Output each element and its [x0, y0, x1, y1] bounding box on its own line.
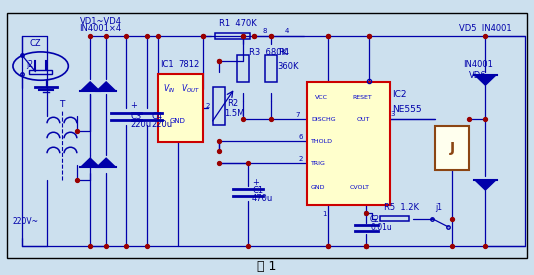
- Text: +: +: [252, 178, 259, 186]
- Text: J: J: [450, 141, 454, 155]
- Text: GND: GND: [169, 117, 185, 123]
- Text: 1.5M: 1.5M: [224, 109, 245, 119]
- Text: C1: C1: [252, 186, 263, 195]
- Text: IN4001: IN4001: [464, 60, 493, 69]
- Text: 470u: 470u: [252, 194, 273, 203]
- Text: IC1: IC1: [161, 60, 174, 69]
- Text: 7812: 7812: [178, 60, 199, 69]
- Text: 220V~: 220V~: [12, 217, 38, 226]
- Text: IN4001×4: IN4001×4: [80, 24, 122, 33]
- Text: R5  1.2K: R5 1.2K: [384, 204, 419, 213]
- Text: VD5  IN4001: VD5 IN4001: [459, 24, 512, 33]
- Text: OUT: OUT: [357, 117, 370, 122]
- Text: DISCHG: DISCHG: [311, 117, 336, 122]
- Text: +: +: [130, 101, 137, 110]
- Bar: [435, 126, 469, 170]
- Text: T: T: [59, 100, 65, 109]
- Text: CZ: CZ: [29, 39, 41, 48]
- Text: $V_{IN}$: $V_{IN}$: [163, 83, 176, 95]
- Text: 图 1: 图 1: [257, 260, 277, 273]
- Text: 220u: 220u: [152, 120, 172, 129]
- Bar: [29, 70, 52, 74]
- Text: CVOLT: CVOLT: [350, 185, 370, 190]
- Polygon shape: [81, 82, 99, 91]
- Bar: [215, 33, 250, 39]
- Text: 360K: 360K: [278, 62, 299, 71]
- Polygon shape: [475, 75, 496, 85]
- Text: R4: R4: [278, 48, 289, 57]
- Text: TRIG: TRIG: [311, 161, 326, 166]
- Bar: [380, 216, 410, 221]
- Bar: [237, 55, 249, 82]
- Text: R2: R2: [227, 98, 238, 108]
- Text: 2: 2: [206, 103, 210, 109]
- Text: 0.01u: 0.01u: [370, 223, 392, 232]
- Text: 4: 4: [285, 28, 289, 34]
- Text: IC2: IC2: [392, 90, 407, 99]
- Text: 6: 6: [299, 134, 303, 140]
- Text: 8: 8: [263, 28, 267, 34]
- Text: VD1~VD4: VD1~VD4: [80, 16, 122, 26]
- Text: GND: GND: [311, 185, 326, 190]
- Bar: [307, 82, 389, 205]
- Text: NE555: NE555: [392, 105, 422, 114]
- Text: $V_{OUT}$: $V_{OUT}$: [182, 83, 200, 95]
- Text: 1: 1: [322, 211, 327, 217]
- Text: THOLD: THOLD: [311, 139, 333, 144]
- Text: RESET: RESET: [352, 95, 372, 100]
- Text: R3  680K: R3 680K: [249, 48, 287, 57]
- Text: C4: C4: [152, 112, 162, 121]
- Text: 7: 7: [295, 112, 300, 118]
- Bar: [158, 74, 203, 142]
- Bar: [265, 55, 277, 82]
- Text: R1  470K: R1 470K: [219, 19, 257, 28]
- Text: VD6: VD6: [469, 70, 486, 79]
- Text: C2: C2: [370, 215, 380, 224]
- Text: j1: j1: [435, 204, 442, 213]
- Text: 5: 5: [364, 211, 368, 217]
- Text: C3: C3: [130, 112, 142, 121]
- Text: j2: j2: [26, 60, 33, 69]
- Polygon shape: [97, 82, 115, 91]
- Polygon shape: [475, 180, 496, 190]
- Text: VCC: VCC: [315, 95, 328, 100]
- Polygon shape: [81, 158, 99, 167]
- Bar: [213, 87, 225, 125]
- Text: 220u: 220u: [130, 120, 151, 129]
- Text: 2: 2: [299, 156, 303, 162]
- Polygon shape: [97, 158, 115, 167]
- Text: 3: 3: [390, 111, 395, 117]
